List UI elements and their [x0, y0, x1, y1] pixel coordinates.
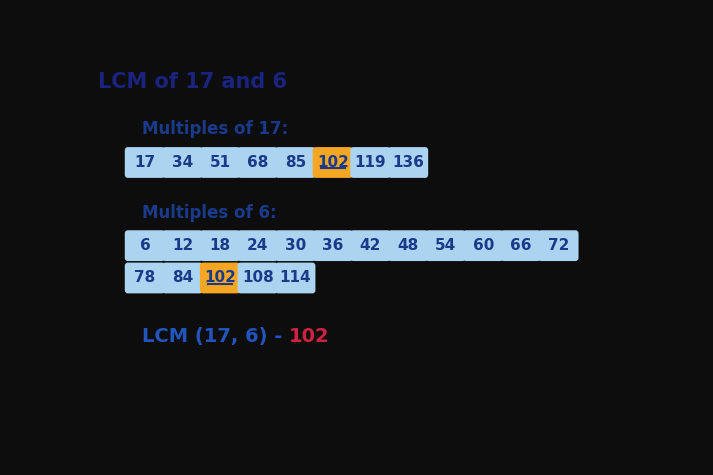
- Text: 51: 51: [210, 155, 231, 170]
- FancyBboxPatch shape: [275, 263, 315, 294]
- Text: 78: 78: [134, 270, 155, 285]
- FancyBboxPatch shape: [388, 230, 429, 261]
- Text: 34: 34: [172, 155, 193, 170]
- Text: 36: 36: [322, 238, 344, 253]
- FancyBboxPatch shape: [350, 147, 391, 178]
- Text: 6: 6: [140, 238, 150, 253]
- FancyBboxPatch shape: [275, 230, 315, 261]
- FancyBboxPatch shape: [200, 147, 240, 178]
- FancyBboxPatch shape: [200, 230, 240, 261]
- Text: 119: 119: [354, 155, 386, 170]
- Text: LCM of 17 and 6: LCM of 17 and 6: [98, 72, 287, 93]
- Text: Multiples of 17:: Multiples of 17:: [142, 120, 288, 138]
- Text: 60: 60: [473, 238, 494, 253]
- FancyBboxPatch shape: [388, 147, 429, 178]
- FancyBboxPatch shape: [350, 230, 391, 261]
- Text: 72: 72: [548, 238, 569, 253]
- FancyBboxPatch shape: [538, 230, 578, 261]
- Text: 68: 68: [247, 155, 268, 170]
- FancyBboxPatch shape: [313, 230, 353, 261]
- Text: 54: 54: [435, 238, 456, 253]
- Text: 108: 108: [242, 270, 274, 285]
- Text: Multiples of 6:: Multiples of 6:: [142, 204, 277, 222]
- Text: 12: 12: [172, 238, 193, 253]
- Text: 48: 48: [397, 238, 419, 253]
- Text: 85: 85: [284, 155, 306, 170]
- FancyBboxPatch shape: [237, 263, 278, 294]
- FancyBboxPatch shape: [200, 263, 240, 294]
- FancyBboxPatch shape: [237, 147, 278, 178]
- Text: 24: 24: [247, 238, 268, 253]
- FancyBboxPatch shape: [463, 230, 503, 261]
- Text: 84: 84: [172, 270, 193, 285]
- FancyBboxPatch shape: [163, 263, 202, 294]
- Text: 17: 17: [134, 155, 155, 170]
- Text: 102: 102: [204, 270, 236, 285]
- FancyBboxPatch shape: [125, 147, 165, 178]
- FancyBboxPatch shape: [125, 263, 165, 294]
- FancyBboxPatch shape: [163, 147, 202, 178]
- Text: 114: 114: [279, 270, 311, 285]
- Text: 18: 18: [210, 238, 231, 253]
- FancyBboxPatch shape: [426, 230, 466, 261]
- FancyBboxPatch shape: [501, 230, 541, 261]
- Text: 136: 136: [392, 155, 424, 170]
- Text: 102: 102: [289, 327, 329, 346]
- Text: LCM (17, 6) -: LCM (17, 6) -: [142, 327, 289, 346]
- FancyBboxPatch shape: [163, 230, 202, 261]
- Text: 66: 66: [510, 238, 532, 253]
- Text: 102: 102: [317, 155, 349, 170]
- FancyBboxPatch shape: [275, 147, 315, 178]
- Text: 30: 30: [284, 238, 306, 253]
- FancyBboxPatch shape: [125, 230, 165, 261]
- FancyBboxPatch shape: [313, 147, 353, 178]
- Text: 42: 42: [360, 238, 381, 253]
- FancyBboxPatch shape: [237, 230, 278, 261]
